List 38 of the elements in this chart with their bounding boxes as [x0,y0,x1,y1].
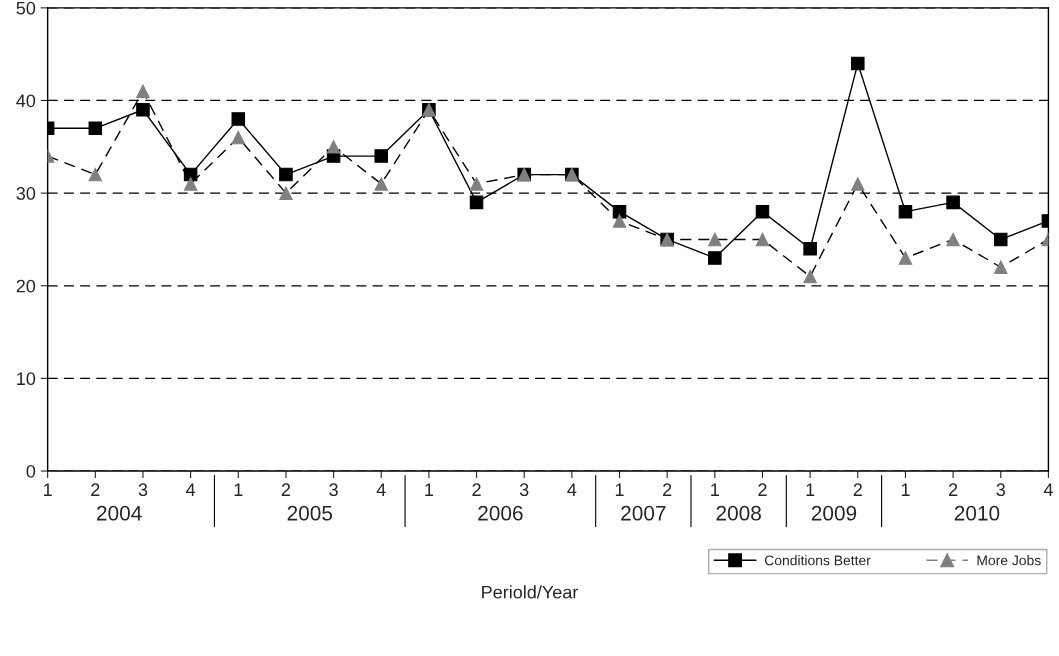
y-tick-label: 30 [16,187,36,200]
text: 2010 [954,505,1000,521]
x-tick-label: 1 [615,483,624,496]
x-tick-label: 2 [758,483,767,496]
y-tick-label: 20 [16,279,36,293]
y-tick-label: 10 [17,372,36,386]
x-tick-label: 2 [91,483,100,496]
text: 2007 [621,505,666,521]
text: 2008 [716,505,761,521]
x-tick-label: 2 [472,483,481,496]
x-axis-title: Periold/Year [482,585,579,599]
x-tick-label: 2 [663,483,672,496]
x-tick-label: 1 [806,483,815,496]
text: 2005 [287,505,333,521]
x-tick-label: 1 [234,483,243,496]
x-tick-label: 4 [567,483,577,496]
x-tick-label: 2 [948,483,958,496]
x-tick-label: 1 [711,483,719,496]
text: 2006 [478,505,523,521]
x-tick-label: 4 [186,483,196,496]
x-tick-label: 2 [853,483,862,496]
y-tick-label: 50 [16,1,36,15]
legend-label: Conditions Better [764,555,871,566]
x-tick-label: 2 [281,483,291,496]
x-tick-label: 3 [519,483,529,497]
x-tick-label: 4 [1043,483,1053,496]
x-tick-label: 1 [425,483,434,496]
y-tick-label: 40 [16,94,36,108]
text: 2004 [97,505,142,521]
y-tick-label: 0 [26,464,36,478]
x-tick-label: 3 [996,483,1005,497]
x-tick-label: 4 [376,483,386,496]
text: 2009 [811,505,857,521]
legend-label: More Jobs [977,555,1041,566]
x-tick-label: 1 [44,483,52,496]
x-tick-label: 3 [329,483,338,497]
x-tick-label: 3 [138,483,148,497]
x-tick-label: 1 [901,483,910,496]
